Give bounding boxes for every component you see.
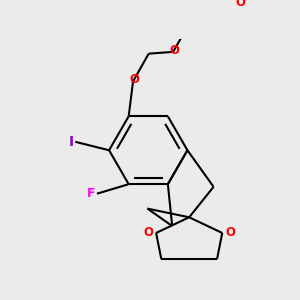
Text: O: O [235,0,245,9]
Text: O: O [143,226,153,239]
Text: O: O [129,73,139,86]
Text: F: F [87,187,95,200]
Text: O: O [169,44,179,57]
Text: I: I [68,135,74,149]
Text: O: O [225,226,235,239]
